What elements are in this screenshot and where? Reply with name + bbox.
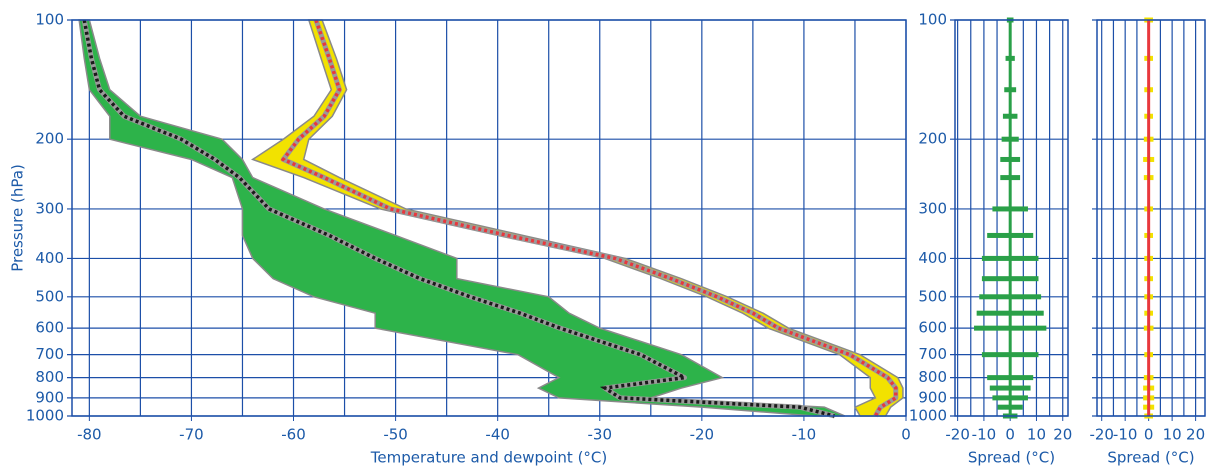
y-tick-label: 200 [35, 130, 64, 148]
x-tick-label: -40 [485, 426, 510, 444]
x-tick-label: -10 [972, 426, 997, 444]
x-tick-label: -80 [77, 426, 102, 444]
x-tick-label: -20 [945, 426, 970, 444]
x-tick-label: -10 [1113, 426, 1138, 444]
x-tick-label: 0 [901, 426, 911, 444]
profile-line-halo [81, 19, 836, 419]
x-tick-label: 10 [1027, 426, 1046, 444]
x-tick-label: -30 [588, 426, 613, 444]
profile-line [82, 19, 835, 418]
y-tick-label: 800 [35, 368, 64, 386]
x-tick-label: 20 [1186, 426, 1205, 444]
y-tick-label: 600 [35, 319, 64, 337]
x-axis-label: Spread (°C) [1107, 449, 1194, 467]
spread-band [78, 19, 846, 417]
y-tick-label: 300 [35, 199, 64, 217]
y-tick-label: 600 [918, 319, 947, 337]
y-tick-label: 800 [918, 368, 947, 386]
y-tick-label: 900 [35, 388, 64, 406]
y-tick-label: 400 [918, 249, 947, 267]
x-tick-label: -20 [1089, 426, 1114, 444]
plot-frame [71, 19, 907, 417]
y-tick-label: 400 [35, 249, 64, 267]
x-tick-label: -50 [383, 426, 408, 444]
y-tick-label: 500 [918, 287, 947, 305]
y-tick-label: 1000 [909, 407, 947, 425]
x-tick-label: 20 [1053, 426, 1072, 444]
x-tick-label: -20 [690, 426, 715, 444]
x-tick-label: -60 [281, 426, 306, 444]
y-tick-label: 700 [918, 345, 947, 363]
x-tick-label: -10 [792, 426, 817, 444]
profile-line [280, 19, 898, 417]
y-tick-label: 500 [35, 287, 64, 305]
plot-frame [954, 19, 1069, 417]
x-tick-label: 10 [1163, 426, 1182, 444]
y-tick-label: 300 [918, 199, 947, 217]
y-tick-label: 100 [918, 11, 947, 29]
y-tick-label: 100 [35, 11, 64, 29]
x-axis-label: Temperature and dewpoint (°C) [370, 449, 608, 467]
x-tick-label: -70 [179, 426, 204, 444]
y-tick-label: 1000 [26, 407, 64, 425]
y-tick-label: 700 [35, 345, 64, 363]
x-tick-label: 0 [1144, 426, 1154, 444]
y-axis-label: Pressure (hPa) [9, 164, 27, 272]
y-tick-label: 200 [918, 130, 947, 148]
y-tick-label: 900 [918, 388, 947, 406]
x-tick-label: 0 [1005, 426, 1015, 444]
plot-frame [1096, 19, 1206, 417]
x-axis-label: Spread (°C) [968, 449, 1055, 467]
